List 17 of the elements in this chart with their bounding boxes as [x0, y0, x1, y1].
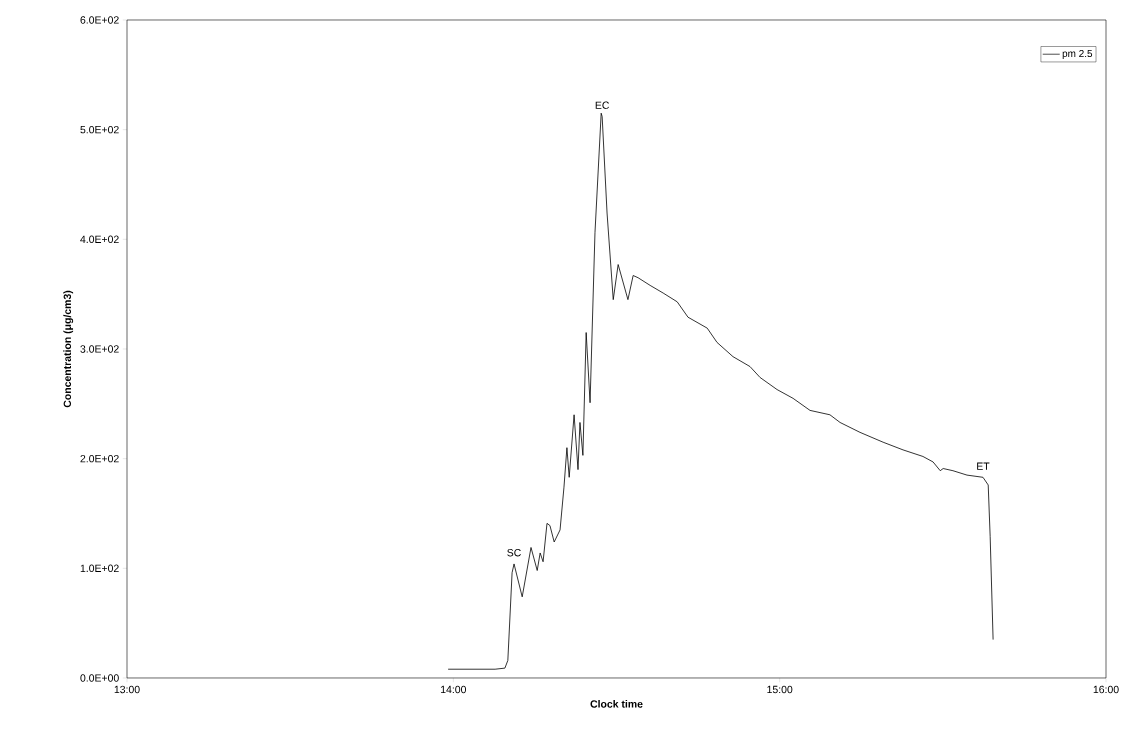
- y-tick-label: 4.0E+02: [80, 235, 119, 244]
- annotation: EC: [595, 101, 610, 109]
- x-tick-label: 14:00: [441, 685, 467, 694]
- y-axis-title: Concentration (μg/cm3): [63, 290, 74, 408]
- y-tick-label: 1.0E+02: [80, 564, 119, 573]
- x-tick-label: 13:00: [114, 685, 140, 694]
- x-tick-label: 16:00: [1093, 685, 1119, 694]
- y-tick-label: 0.0E+00: [80, 674, 119, 682]
- annotation: ET: [977, 462, 990, 470]
- x-tick-label: 15:00: [767, 685, 793, 694]
- y-tick-label: 5.0E+02: [80, 125, 119, 134]
- x-axis-title: Clock time: [590, 700, 643, 708]
- y-tick-label: 3.0E+02: [80, 345, 119, 353]
- y-tick-label: 6.0E+02: [80, 16, 119, 24]
- annotation: SC: [507, 549, 521, 557]
- legend-label: pm 2.5: [1062, 49, 1093, 60]
- y-tick-label: 2.0E+02: [80, 454, 119, 463]
